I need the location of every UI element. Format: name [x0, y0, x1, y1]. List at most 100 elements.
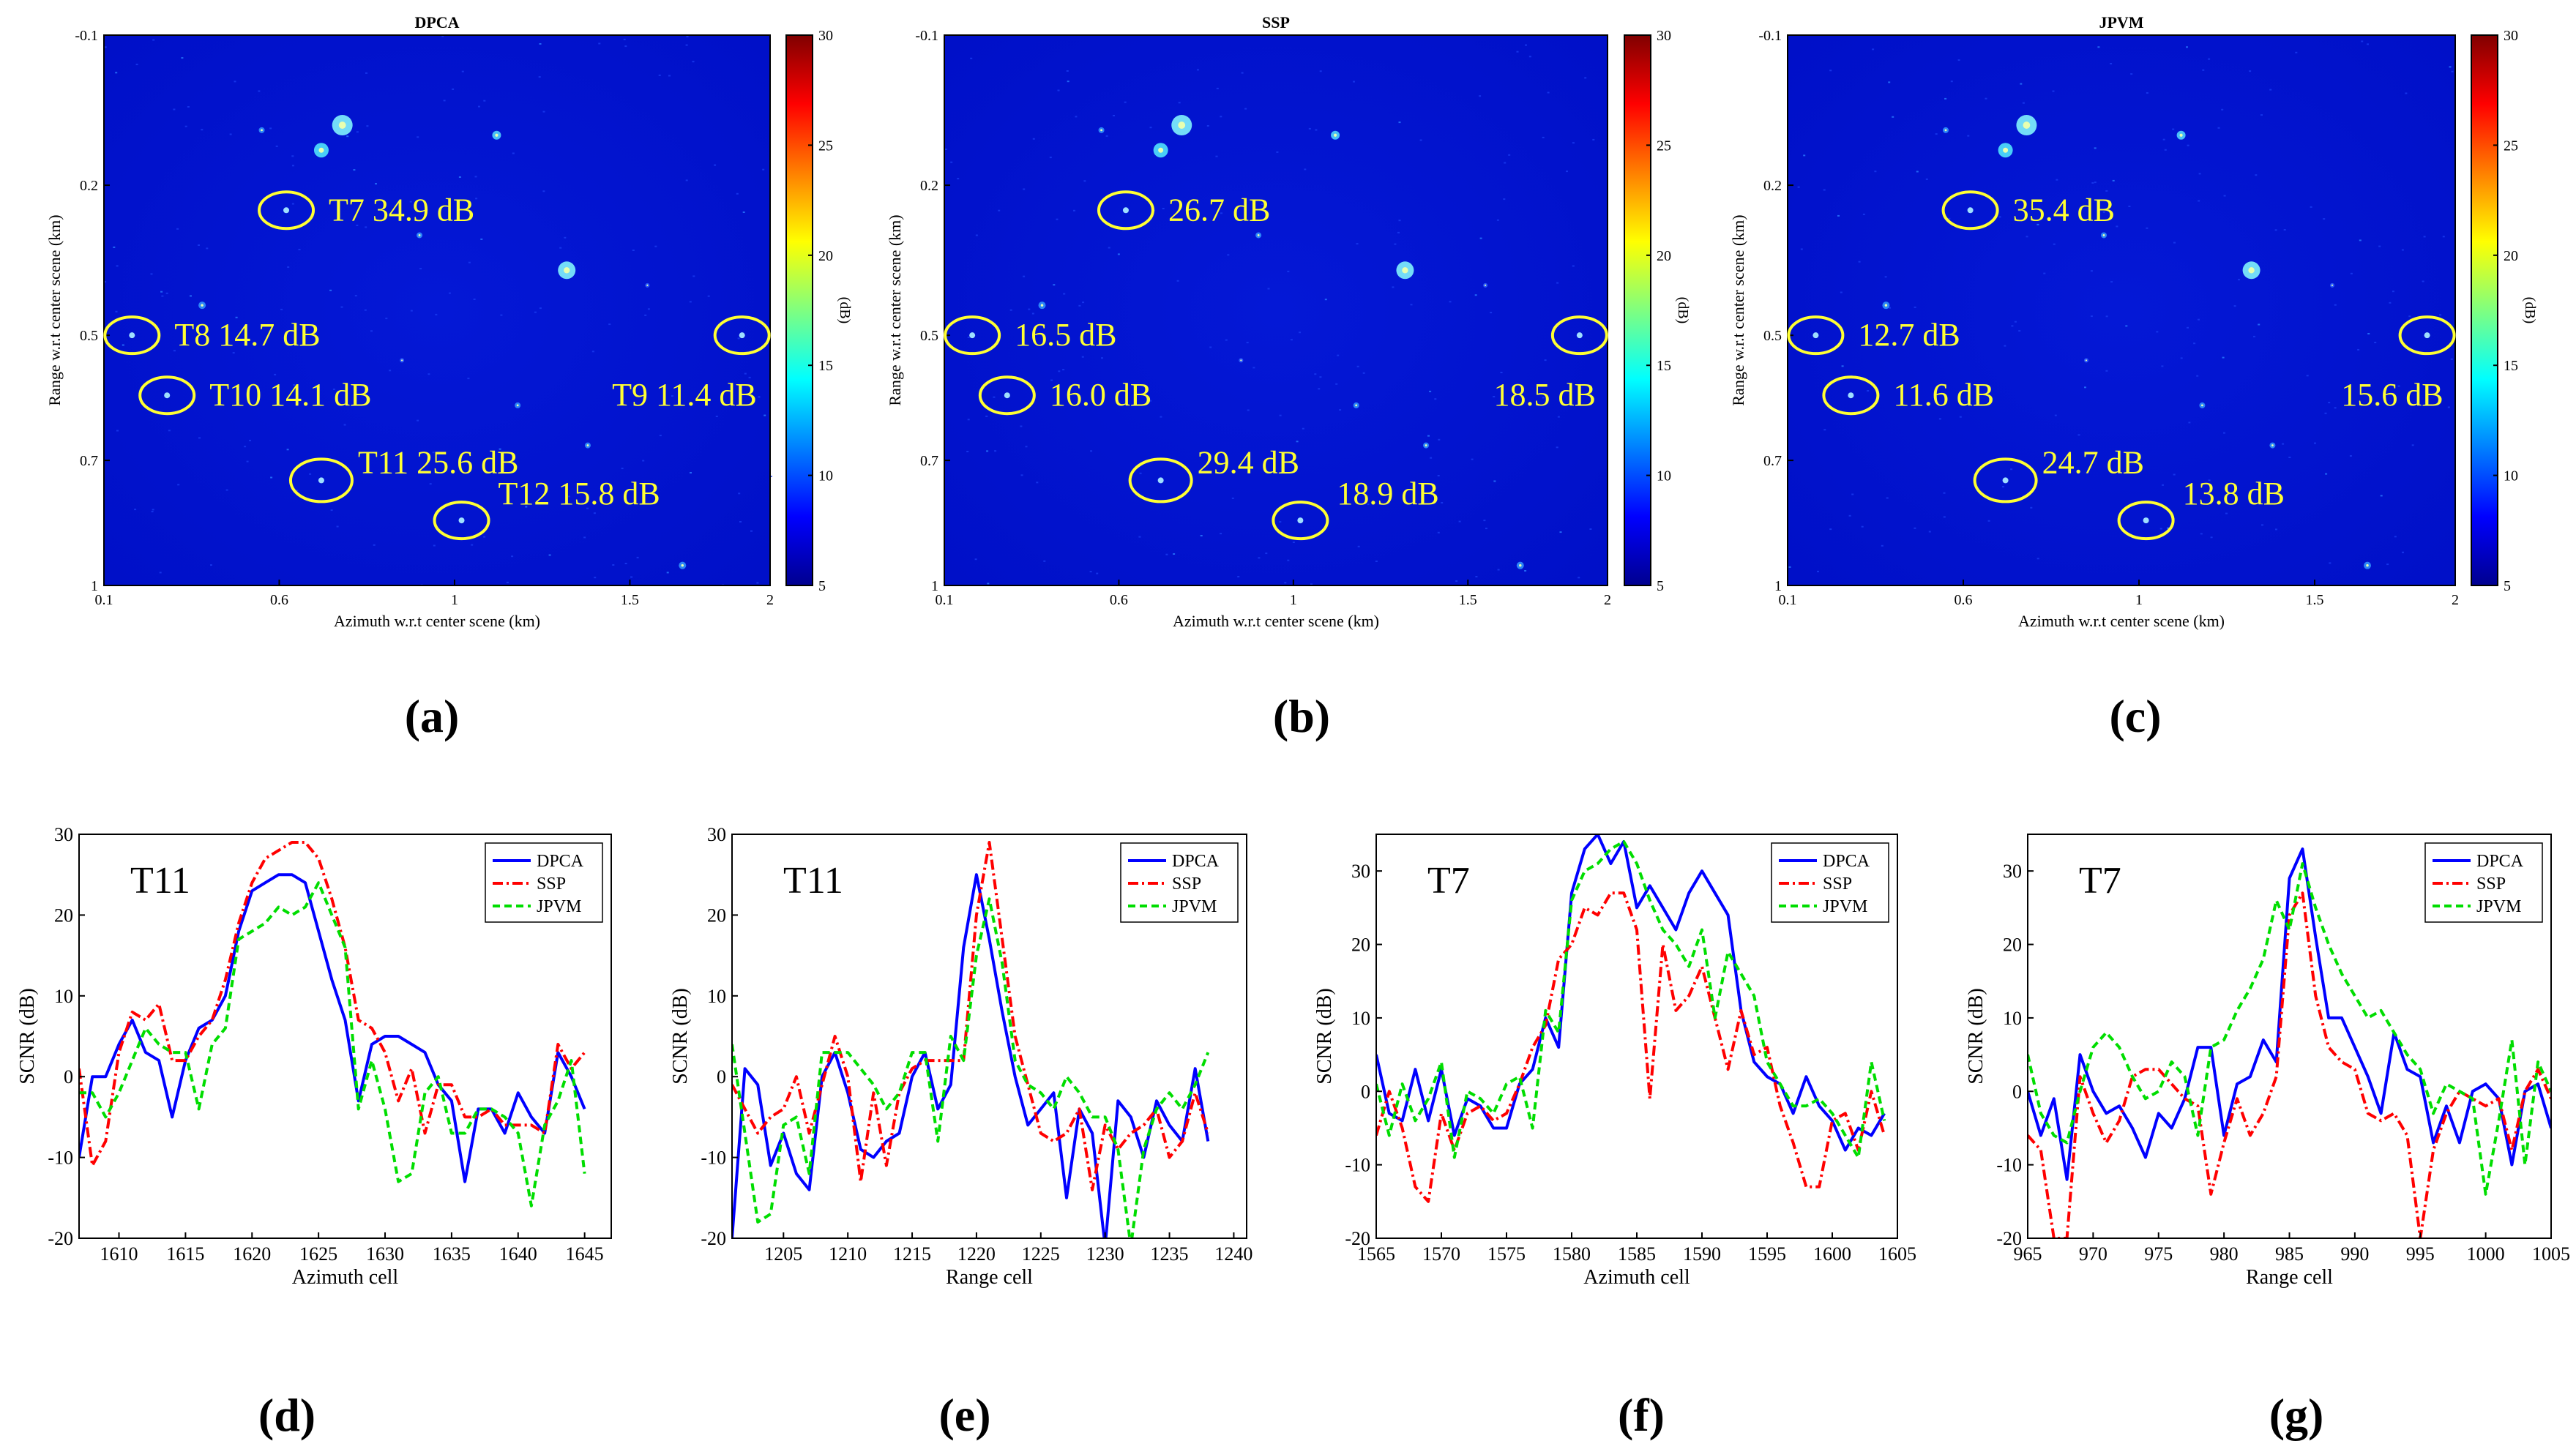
speckle-dot — [286, 449, 289, 451]
speckle-dot — [659, 435, 662, 437]
speckle-dot — [2367, 333, 2370, 334]
speckle-dot — [1231, 497, 1234, 499]
speckle-dot — [1437, 475, 1440, 476]
target-blip — [1297, 517, 1304, 524]
target-label: 24.7 dB — [2042, 444, 2144, 480]
speckle-dot — [2077, 434, 2080, 436]
speckle-dot — [104, 281, 107, 283]
speckle-dot — [1165, 553, 1168, 555]
y-tick-label: -10 — [701, 1147, 726, 1169]
speckle-dot — [2010, 468, 2013, 471]
speckle-dot — [176, 228, 179, 230]
speckle-dot — [2401, 249, 2404, 251]
bright-scatterer-core — [1158, 147, 1164, 153]
x-tick-label: 990 — [2340, 1243, 2369, 1265]
speckle-dot — [692, 275, 695, 277]
x-tick-label: 1.5 — [1459, 592, 1477, 608]
y-axis-label: Range w.r.t center scene (km) — [886, 214, 904, 405]
y-tick-label: 1 — [931, 578, 938, 594]
speckle-dot — [1427, 435, 1430, 437]
target-t12: 18.9 dB — [1272, 476, 1439, 541]
legend-entry: DPCA — [1823, 852, 1870, 871]
speckle-dot — [593, 512, 596, 514]
speckle-dot — [636, 556, 639, 558]
target-t9: T9 11.4 dB — [612, 315, 771, 413]
speckle-dot — [2056, 179, 2058, 181]
speckle-dot — [330, 509, 333, 512]
speckle-dot — [2105, 370, 2108, 372]
speckle-dot — [738, 493, 741, 495]
speckle-dot — [159, 572, 162, 574]
speckle-dot — [1319, 376, 1322, 378]
target-t10: 11.6 dB — [1822, 375, 1994, 416]
x-tick-label: 1570 — [1422, 1243, 1460, 1265]
speckle-dot — [2090, 315, 2093, 318]
panel-label: (b) — [1273, 690, 1330, 742]
speckle-dot — [2146, 92, 2148, 94]
speckle-dot — [2193, 342, 2196, 345]
y-tick-label: 30 — [1351, 861, 1370, 882]
speckle-dot — [2094, 181, 2097, 184]
speckle-dot — [1797, 186, 1800, 188]
target-blip — [1576, 332, 1583, 339]
speckle-dot — [1023, 188, 1026, 190]
colorbar-tick-label: 30 — [2504, 28, 2518, 44]
x-tick-label: 995 — [2406, 1243, 2435, 1265]
speckle-dot — [1943, 492, 1946, 494]
speckle-dot — [1803, 154, 1806, 157]
speckle-dot — [742, 211, 745, 213]
speckle-dot — [583, 536, 586, 539]
speckle-dot — [2223, 432, 2225, 434]
heatmap-panel-a: DPCA 0.1 0.6 1 1.5 2 Azimuth w.r.t center scen… — [45, 13, 853, 630]
legend-entry: DPCA — [1172, 852, 1220, 871]
speckle-dot — [1430, 457, 1433, 459]
speckle-dot — [1036, 482, 1039, 484]
heatmap-frame — [103, 34, 771, 586]
x-tick-label: 1210 — [829, 1243, 867, 1265]
speckle-dot — [2187, 326, 2189, 329]
legend-entry: SSP — [2476, 875, 2506, 894]
speckle-dot — [370, 330, 373, 332]
x-tick-label: 985 — [2275, 1243, 2304, 1265]
speckle-dot — [2325, 473, 2328, 475]
legend-entry: SSP — [1823, 875, 1852, 894]
speckle-dot — [2380, 495, 2383, 497]
speckle-dot — [2030, 506, 2033, 509]
speckle-dot — [298, 249, 301, 250]
speckle-dot — [1096, 572, 1099, 574]
speckle-dot — [2180, 357, 2183, 359]
colorbar-scale — [1624, 34, 1651, 586]
speckle-dot — [1225, 339, 1228, 341]
speckle-dot — [1829, 528, 1832, 531]
speckle-dot — [468, 261, 471, 263]
speckle-dot — [1081, 356, 1084, 358]
colorbar-label: (dB) — [837, 297, 853, 324]
target-blip — [318, 477, 324, 484]
speckle-dot — [567, 495, 570, 498]
speckle-dot — [1113, 115, 1115, 116]
x-tick-label: 1 — [451, 592, 458, 608]
panel-label: (f) — [1618, 1389, 1665, 1441]
x-tick-label: 1565 — [1357, 1243, 1395, 1265]
speckle-dot — [2275, 528, 2277, 531]
speckle-dot — [1500, 372, 1503, 373]
series-line-ssp — [79, 841, 586, 1167]
speckle-dot — [2187, 144, 2189, 146]
x-tick-label: 2 — [2452, 592, 2459, 608]
speckle-dot — [150, 273, 153, 275]
speckle-dot — [356, 225, 359, 226]
speckle-dot — [608, 323, 611, 326]
y-axis-label: Range w.r.t center scene (km) — [45, 214, 64, 405]
speckle-dot — [356, 131, 359, 133]
speckle-dot — [135, 64, 138, 66]
speckle-dot — [1397, 231, 1400, 233]
series-line-dpca — [732, 873, 1210, 1238]
colorbar-tick-label: 25 — [818, 138, 833, 154]
speckle-dot — [1367, 503, 1370, 506]
speckle-dot — [2162, 484, 2164, 486]
speckle-dot — [315, 386, 318, 389]
speckle-dot — [2350, 272, 2353, 274]
speckle-dot — [1082, 302, 1085, 304]
speckle-dot — [2394, 536, 2397, 538]
